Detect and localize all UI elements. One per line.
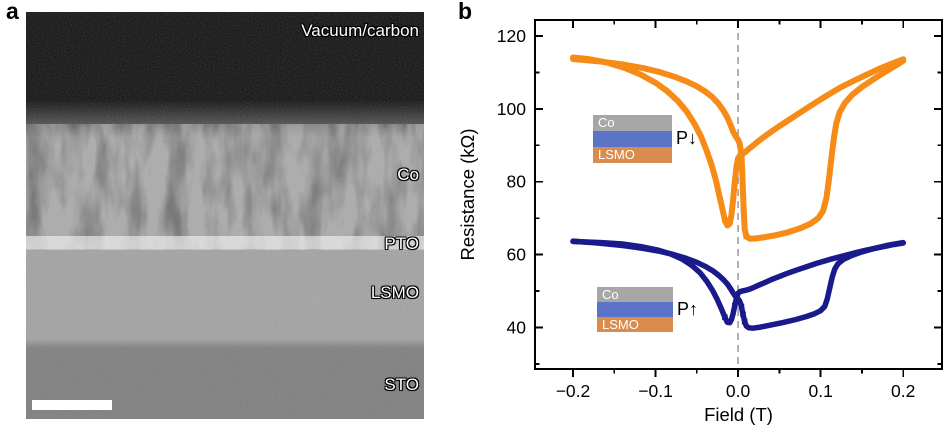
y-tick-label: 80 xyxy=(507,172,527,192)
inset-p-up-layer-co: Co xyxy=(597,287,673,302)
annotation-p-down: P↓ xyxy=(676,128,698,148)
series-p-down-marker xyxy=(731,178,738,185)
tem-grain-texture xyxy=(26,12,424,419)
annotation-p-up: P↑ xyxy=(677,299,699,319)
panel-a-letter: a xyxy=(6,0,19,24)
y-axis-title: Resistance (kΩ) xyxy=(460,128,478,260)
series-p-up-marker xyxy=(740,311,746,318)
tem-label-pto: PTO xyxy=(384,234,419,253)
series-p-up-marker xyxy=(733,295,740,302)
series-p-up-marker xyxy=(738,303,745,310)
series-p-down-marker xyxy=(743,233,750,240)
series-p-up-sweep-up xyxy=(570,238,906,331)
panel-b-letter: b xyxy=(458,0,473,24)
series-p-down-sweep-up xyxy=(570,56,907,242)
scale-bar xyxy=(32,400,112,410)
tem-micrograph: Vacuum/carbon Co PTO LSMO STO xyxy=(26,12,424,419)
tem-label-lsmo: LSMO xyxy=(370,283,419,302)
y-tick-label: 40 xyxy=(507,317,527,337)
x-axis-title: Field (T) xyxy=(704,404,773,425)
series-p-up-marker xyxy=(731,302,738,309)
x-tick-label: 0.0 xyxy=(726,381,751,401)
x-tick-label: 0.2 xyxy=(891,381,915,401)
resistance-field-chart: −0.2 −0.1 0.0 0.1 0.2 40 60 80 100 120 Field (T) Re… xyxy=(460,19,943,425)
inset-p-up-layer-pto xyxy=(597,302,673,317)
inset-stack-p-up: Co LSMO xyxy=(597,287,673,332)
y-tick-label: 60 xyxy=(507,245,527,265)
tem-label-vacuum-carbon: Vacuum/carbon xyxy=(301,21,419,40)
inset-p-down-layer-co: Co xyxy=(593,115,672,131)
series-p-down-marker xyxy=(733,164,740,170)
x-tick-label: −0.2 xyxy=(556,381,591,401)
y-tick-label: 100 xyxy=(497,99,526,119)
series-p-down-marker xyxy=(722,217,728,223)
series-p-down-marker xyxy=(741,211,747,218)
inset-p-down-layer-lsmo: LSMO xyxy=(593,147,672,163)
inset-p-down-layer-pto xyxy=(593,131,672,147)
y-tick-label: 120 xyxy=(497,26,526,46)
tem-label-co: Co xyxy=(397,165,419,184)
x-tick-label: 0.1 xyxy=(808,381,832,401)
inset-p-up-layer-lsmo: LSMO xyxy=(597,317,673,332)
series-p-down-marker xyxy=(740,189,746,196)
series-p-down-sweep-down xyxy=(570,54,907,229)
x-tick-label: −0.1 xyxy=(638,381,673,401)
tem-label-sto: STO xyxy=(384,375,419,394)
inset-stack-p-down: Co LSMO xyxy=(593,115,672,163)
series-p-up-sweep-down xyxy=(570,238,906,326)
tem-image-svg xyxy=(26,12,424,419)
series-p-down-marker xyxy=(739,168,746,174)
series-p-up-marker xyxy=(722,314,728,321)
series-p-up-marker xyxy=(741,318,748,325)
